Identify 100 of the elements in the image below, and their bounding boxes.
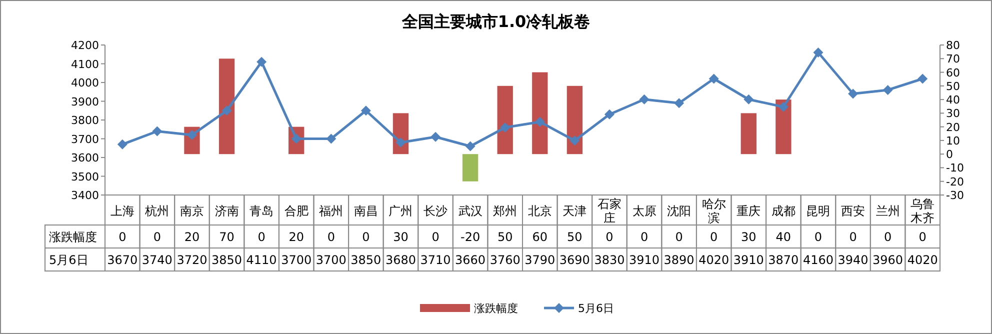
data-label: 0 bbox=[675, 230, 683, 244]
data-label: 0 bbox=[258, 230, 266, 244]
bar bbox=[462, 154, 478, 182]
data-label: 0 bbox=[849, 230, 857, 244]
data-label: 70 bbox=[219, 230, 234, 244]
y-tick-label: 4000 bbox=[71, 76, 99, 90]
data-label: 0 bbox=[432, 230, 440, 244]
data-label: 4020 bbox=[698, 253, 730, 267]
point bbox=[396, 138, 406, 148]
bar bbox=[740, 113, 756, 154]
y-tick-label: 3600 bbox=[71, 152, 99, 164]
data-label: 4020 bbox=[907, 253, 938, 267]
data-label: 3940 bbox=[838, 253, 868, 267]
data-label: 3870 bbox=[768, 253, 799, 267]
data-label: -20 bbox=[460, 230, 480, 244]
x-tick-label: 北京 bbox=[528, 204, 552, 218]
y2-tick-label: -20 bbox=[946, 175, 964, 188]
x-tick-label: 哈尔滨 bbox=[702, 197, 726, 225]
y-tick-label: 4100 bbox=[71, 58, 99, 71]
y-tick-label: 3900 bbox=[71, 95, 99, 108]
point bbox=[604, 109, 614, 120]
y2-tick-label: 70 bbox=[946, 52, 960, 66]
point bbox=[639, 94, 650, 104]
data-label: 3830 bbox=[594, 253, 625, 267]
x-tick-label: 广州 bbox=[388, 204, 413, 218]
point bbox=[186, 130, 197, 140]
data-label: 0 bbox=[640, 230, 648, 244]
point bbox=[256, 56, 267, 67]
x-tick-label: 乌鲁木齐 bbox=[910, 197, 935, 225]
bar bbox=[566, 86, 583, 154]
point bbox=[744, 94, 754, 104]
x-tick-label: 南昌 bbox=[354, 204, 378, 218]
data-label: 4110 bbox=[246, 253, 277, 267]
data-label: 3660 bbox=[455, 253, 486, 267]
text: 5月6日 bbox=[49, 253, 88, 267]
x-tick-label: 武汉 bbox=[458, 204, 482, 218]
point bbox=[326, 134, 336, 144]
data-label: 60 bbox=[532, 230, 548, 244]
x-tick-label: 沈阳 bbox=[667, 204, 692, 218]
legend-label: 5月6日 bbox=[578, 302, 614, 315]
data-label: 3740 bbox=[142, 253, 172, 267]
point bbox=[500, 122, 510, 132]
y2-tick-label: 10 bbox=[946, 134, 960, 148]
data-label: 0 bbox=[327, 230, 335, 244]
data-label: 3850 bbox=[350, 253, 382, 267]
y-tick-label: 3500 bbox=[71, 170, 99, 184]
text: 涨跌幅度 bbox=[49, 230, 97, 244]
y-tick-label: 4200 bbox=[71, 39, 99, 52]
y2-tick-label: 60 bbox=[946, 66, 960, 80]
data-label: 0 bbox=[118, 230, 126, 244]
point bbox=[848, 88, 858, 99]
y2-tick-label: 80 bbox=[946, 39, 960, 52]
y2-tick-label: -10 bbox=[946, 162, 964, 175]
data-label: 0 bbox=[710, 230, 718, 244]
x-tick-label: 上海 bbox=[110, 204, 134, 218]
point bbox=[222, 106, 232, 116]
data-label: 3690 bbox=[559, 253, 590, 267]
data-label: 3890 bbox=[664, 253, 694, 267]
point bbox=[813, 48, 824, 58]
data-label: 3790 bbox=[524, 253, 556, 267]
y-tick-label: 3700 bbox=[71, 132, 99, 146]
data-label: 0 bbox=[362, 230, 370, 244]
x-tick-label: 重庆 bbox=[736, 204, 761, 218]
y2-tick-label: 0 bbox=[946, 148, 953, 162]
data-label: 0 bbox=[884, 230, 892, 244]
data-label: 30 bbox=[741, 230, 756, 244]
y2-tick-label: 30 bbox=[946, 107, 960, 120]
x-tick-label: 太原 bbox=[632, 204, 656, 218]
x-tick-label: 昆明 bbox=[806, 204, 830, 218]
x-tick-label: 福州 bbox=[319, 204, 344, 218]
legend-label: 涨跌幅度 bbox=[474, 302, 518, 315]
data-label: 3760 bbox=[490, 253, 520, 267]
data-label: 20 bbox=[184, 230, 200, 244]
bar bbox=[776, 100, 792, 154]
bar bbox=[218, 58, 235, 154]
data-label: 3850 bbox=[211, 253, 242, 267]
point bbox=[708, 74, 719, 84]
x-tick-label: 成都 bbox=[771, 204, 796, 218]
data-label: 40 bbox=[776, 230, 792, 244]
point bbox=[918, 74, 928, 84]
bar bbox=[532, 72, 548, 154]
point bbox=[360, 106, 371, 116]
x-tick-label: 郑州 bbox=[493, 204, 518, 218]
data-label: 0 bbox=[153, 230, 162, 244]
point bbox=[465, 141, 476, 152]
x-tick-label: 合肥 bbox=[284, 204, 308, 218]
point bbox=[882, 85, 893, 95]
data-label: 3710 bbox=[420, 253, 451, 267]
y-tick-label: 3800 bbox=[71, 114, 99, 127]
point bbox=[430, 132, 441, 142]
point bbox=[534, 116, 545, 127]
data-label: 3910 bbox=[733, 253, 764, 267]
data-label: 3720 bbox=[176, 253, 208, 267]
x-tick-label: 西安 bbox=[841, 204, 866, 218]
x-tick-label: 石家庄 bbox=[597, 197, 622, 225]
data-label: 4160 bbox=[802, 253, 834, 267]
data-label: 0 bbox=[814, 230, 822, 244]
data-label: 3910 bbox=[628, 253, 660, 267]
y2-tick-label: 50 bbox=[946, 80, 960, 93]
x-tick-label: 长沙 bbox=[424, 204, 448, 218]
